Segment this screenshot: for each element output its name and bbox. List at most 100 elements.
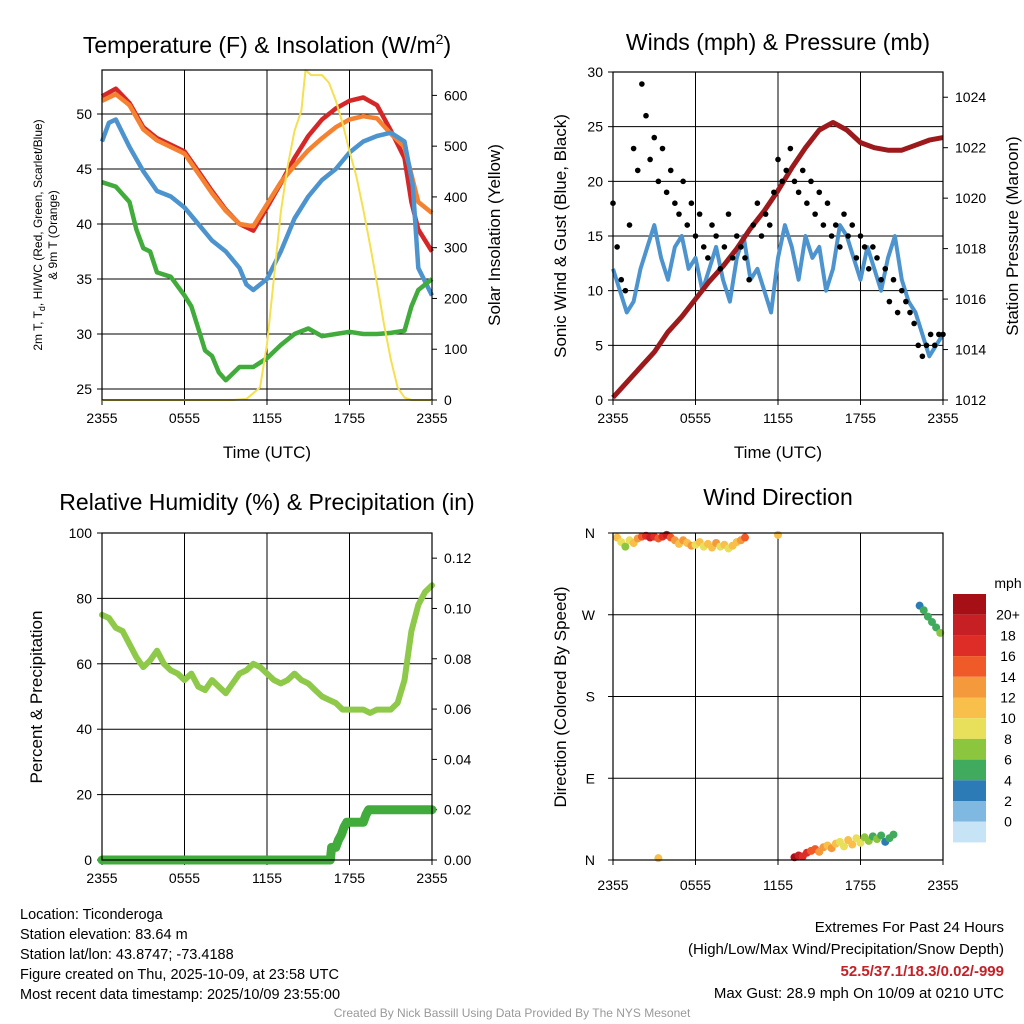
colorbar-swatch (953, 697, 986, 719)
winds-gust-point (717, 266, 724, 272)
colorbar-swatch (953, 656, 986, 677)
humidity-title: Relative Humidity (%) & Precipitation (i… (59, 489, 474, 515)
temperature-ylabel-line2: & 9m T (Orange) (46, 190, 60, 280)
winds-ytick-label: 10 (587, 283, 603, 299)
humidity-frame (101, 532, 433, 861)
winds-gust-point (667, 167, 674, 174)
winds-gust-point (626, 222, 633, 228)
wind_direction-ytick-label: W (582, 607, 596, 623)
winds-gust-point (787, 145, 794, 152)
temperature-y2tick-label: 100 (444, 341, 468, 357)
temperature-y2tick-label: 200 (444, 290, 468, 306)
temperature-ytick-label: 50 (76, 106, 92, 122)
winds-gust-point (725, 211, 732, 217)
wind_direction-point (877, 831, 886, 840)
winds-gust-point (733, 233, 740, 239)
humidity-xtick-label: 1755 (334, 870, 365, 886)
temperature-title-sup: 2 (436, 31, 444, 47)
winds-ytick-label: 5 (595, 337, 603, 353)
colorbar-label: 16 (1000, 648, 1016, 664)
wind_direction-point (621, 542, 630, 551)
colorbar-label: 6 (1004, 752, 1012, 768)
extremes-title: Extremes For Past 24 Hours (814, 919, 1004, 936)
extremes-info: Extremes For Past 24 Hours (High/Low/Max… (688, 917, 1004, 1005)
winds-y2tick-label: 1020 (955, 190, 986, 206)
winds-gust-point (915, 342, 922, 349)
winds-gust-point (861, 244, 868, 250)
winds-gust-point (676, 211, 682, 217)
winds-gust-point (775, 156, 781, 163)
winds-xtick-label: 2355 (597, 410, 628, 426)
humidity-panel: 0 20 40 60 80 100 0.00 0.02 0.04 0.06 0.08 0.10 0.12… (27, 489, 475, 886)
temperature-y2tick-label: 500 (444, 138, 468, 154)
latlon-text: Station lat/lon: 43.8747; -73.4188 (20, 947, 234, 963)
temperature-y2tick-label: 600 (444, 87, 468, 103)
temperature-xtick-label: 1155 (252, 410, 282, 426)
wind_direction-point (856, 838, 865, 847)
winds-gust-point (700, 244, 707, 250)
winds-gust-point (721, 244, 728, 250)
extremes-subtitle: (High/Low/Max Wind/Precipitation/Snow De… (688, 941, 1004, 958)
colorbar-swatch (953, 738, 986, 760)
colorbar-label: 4 (1004, 772, 1012, 788)
temperature-series-yellow (102, 69, 432, 401)
wind_direction-point (936, 628, 945, 637)
temperature-series-blue (99, 117, 435, 297)
winds-ylabel2: Station Pressure (Maroon) (1003, 136, 1022, 335)
winds-xtick-label: 2355 (927, 410, 958, 426)
temperature-ylabel-line1: 2m T, Td, HI/WC (Red, Green, Scarlet/Blu… (31, 119, 47, 350)
colorbar-title: mph (994, 575, 1021, 591)
humidity-series-green (97, 805, 437, 865)
humidity-y2tick-label: 0.08 (444, 651, 471, 667)
wind_direction-point (741, 533, 749, 542)
colorbar-swatch (953, 801, 986, 822)
humidity-ytick-label: 80 (76, 590, 92, 606)
winds-gust-point (874, 255, 880, 261)
temperature-ylabel-sub: d (37, 306, 47, 311)
winds-gust-point (812, 211, 818, 217)
winds-gust-point (729, 255, 736, 261)
colorbar-label: 14 (1000, 669, 1016, 685)
winds-gust-point (799, 167, 806, 174)
temperature-ytick-label: 30 (76, 326, 92, 342)
elevation-text: Station elevation: 83.64 m (20, 927, 188, 943)
winds-xtick-label: 0555 (680, 410, 711, 426)
wind_direction-point (919, 606, 928, 615)
winds-gust-point (870, 244, 876, 250)
humidity-ytick-label: 20 (76, 787, 92, 803)
temperature-ytick-label: 25 (76, 381, 92, 397)
winds-gust-point (692, 233, 699, 239)
station-info: Location: Ticonderoga Station elevation:… (20, 905, 340, 1005)
temperature-y2tick-label: 0 (444, 392, 452, 408)
winds-gust-point (762, 211, 769, 217)
temperature-frame (101, 69, 433, 401)
winds-gust-point (816, 189, 823, 196)
wind_direction-xtick-label: 2355 (597, 877, 628, 893)
temperature-ytick-label: 45 (76, 161, 92, 177)
wind_direction-ytick-label: E (586, 770, 595, 786)
extremes-values: 52.5/37.1/18.3/0.02/-999 (840, 963, 1004, 980)
winds-gust-point (758, 233, 765, 239)
winds-gust-point (630, 145, 637, 152)
temperature-y2tick-label: 300 (444, 240, 468, 256)
wind_direction-ylabel: Direction (Colored By Speed) (551, 586, 570, 807)
wind_direction-frame (612, 532, 944, 861)
winds-gust-point (923, 342, 930, 349)
credit-text: Created By Nick Bassill Using Data Provi… (333, 1006, 691, 1020)
winds-gust-point (927, 331, 934, 338)
wind_direction-point (932, 623, 941, 632)
winds-gust-point (709, 222, 715, 228)
winds-gust-point (742, 255, 748, 261)
winds-xtick-label: 1755 (845, 410, 876, 426)
winds-gust-point (828, 233, 835, 239)
winds-ytick-label: 20 (587, 173, 603, 189)
winds-gust-point (919, 353, 926, 360)
winds-gust-point (713, 233, 719, 239)
wind_direction-xtick-label: 1755 (845, 877, 876, 893)
winds-y2tick-label: 1012 (955, 392, 986, 408)
winds-gust-point (754, 200, 761, 206)
temperature-series-green (101, 180, 434, 383)
winds-gust-point (804, 200, 810, 206)
colorbar-label: 18 (1000, 627, 1016, 643)
